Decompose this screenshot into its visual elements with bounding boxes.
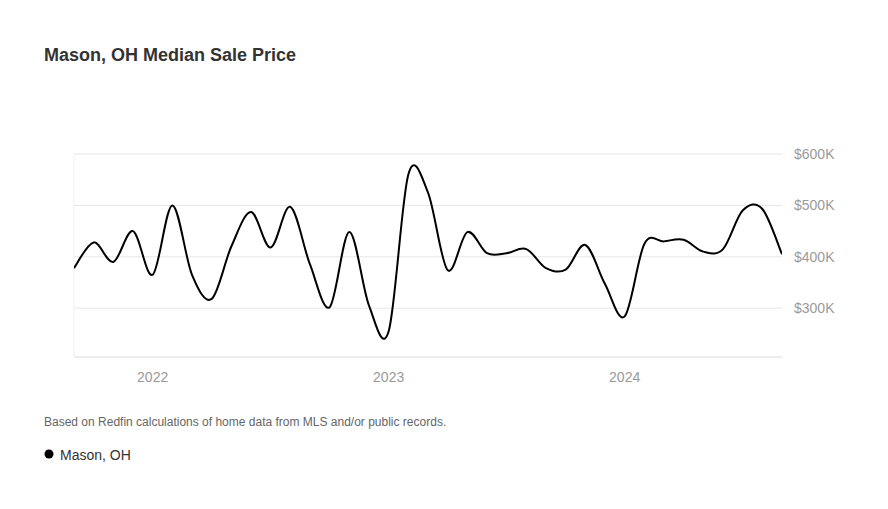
chart: Mason, OH Median Sale Price $300K $400K $50… (0, 0, 888, 509)
plot-area (74, 165, 782, 339)
y-axis-line (74, 154, 75, 357)
line (74, 165, 782, 339)
y-tick-label: $600K (794, 146, 835, 162)
y-tick-label: $500K (794, 197, 835, 213)
grid-line (74, 205, 782, 206)
legend-label: Mason, OH (60, 447, 131, 463)
grid-line (74, 154, 782, 155)
y-tick-label: $300K (794, 300, 835, 316)
x-tick-label: 2024 (609, 369, 640, 385)
grid-line (74, 308, 782, 309)
x-tick-label: 2023 (373, 369, 404, 385)
legend-marker (45, 450, 54, 459)
source-note: Based on Redfin calculations of home dat… (44, 415, 446, 429)
grid-line (74, 256, 782, 257)
x-tick-label: 2022 (137, 369, 168, 385)
x-axis-line (74, 357, 782, 358)
y-tick-label: $400K (794, 249, 835, 265)
title: Mason, OH Median Sale Price (44, 45, 296, 65)
